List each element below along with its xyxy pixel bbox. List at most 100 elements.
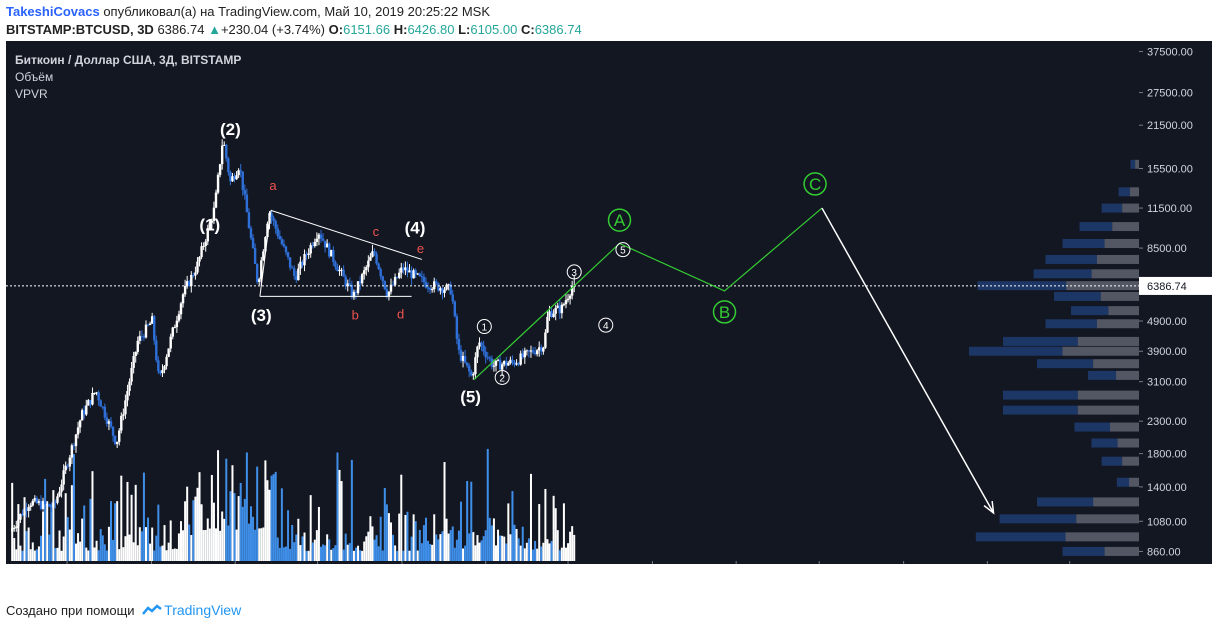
wave-label: (1) bbox=[199, 216, 220, 235]
candle-body bbox=[420, 276, 424, 278]
vpvr-bar-up bbox=[975, 532, 1066, 542]
candle-body bbox=[507, 363, 510, 366]
vpvr-bar-up bbox=[1116, 477, 1130, 487]
candle-body bbox=[138, 335, 142, 341]
volume-bar bbox=[221, 511, 224, 561]
volume-bar bbox=[233, 493, 236, 561]
volume-bar bbox=[410, 536, 413, 561]
candle-body bbox=[391, 284, 395, 286]
candle-body bbox=[270, 213, 273, 218]
vpvr-bar-up bbox=[1003, 336, 1078, 346]
candle-body bbox=[140, 335, 144, 337]
volume-bar bbox=[153, 550, 156, 561]
volume-bar bbox=[198, 472, 201, 561]
legend-vpvr[interactable]: VPVR bbox=[15, 87, 48, 101]
volume-bar bbox=[247, 523, 250, 561]
volume-bar bbox=[217, 450, 220, 561]
candle-body bbox=[56, 496, 59, 503]
volume-bar bbox=[527, 538, 530, 561]
volume-bar bbox=[262, 527, 265, 561]
vpvr-bar-up bbox=[1062, 546, 1105, 556]
price-axis[interactable]: 37500.00 27500.00 21500.00 15500.00 11500.00… bbox=[1139, 41, 1212, 564]
candle-body bbox=[169, 336, 172, 349]
volume-bar bbox=[264, 460, 267, 561]
candle-body bbox=[363, 270, 366, 275]
candle-body bbox=[455, 316, 459, 339]
volume-bar bbox=[548, 543, 551, 561]
volume-bar bbox=[105, 550, 108, 561]
volume-bar bbox=[107, 526, 110, 561]
legend-volume[interactable]: Объём bbox=[15, 70, 54, 84]
candle-body bbox=[237, 170, 240, 176]
author-link[interactable]: TakeshiCovacs bbox=[6, 4, 100, 19]
volume-bar bbox=[546, 539, 549, 561]
candle-body bbox=[525, 350, 529, 352]
volume-bar bbox=[513, 524, 516, 561]
candle-body bbox=[13, 527, 16, 529]
candle-body bbox=[101, 406, 104, 408]
candle-body bbox=[474, 357, 477, 375]
volume-bar bbox=[340, 481, 343, 561]
y-tick-label: 8500.00 bbox=[1147, 243, 1187, 255]
tradingview-brand-link[interactable]: TradingView bbox=[164, 602, 242, 618]
volume-bar bbox=[457, 530, 460, 561]
volume-bar bbox=[573, 534, 576, 561]
volume-bar bbox=[289, 548, 292, 561]
candle-body bbox=[159, 371, 162, 374]
candle-body bbox=[200, 246, 203, 257]
volume-bar bbox=[540, 546, 543, 561]
volume-bar bbox=[101, 535, 104, 561]
candle-body bbox=[465, 362, 469, 366]
volume-bar bbox=[23, 497, 26, 561]
volume-bar bbox=[385, 504, 388, 561]
candle-body bbox=[29, 505, 32, 508]
candle-body bbox=[148, 323, 152, 325]
candle-body bbox=[346, 283, 349, 287]
volume-bar bbox=[214, 528, 217, 561]
candle-body bbox=[398, 272, 401, 278]
volume-bar bbox=[569, 531, 572, 561]
chart-plot-area[interactable]: ABC(1)(2)(3)(4)(5)abcde12345МайСен2018Ма… bbox=[6, 41, 1139, 564]
candle-body bbox=[437, 283, 440, 291]
volume-bar bbox=[179, 521, 182, 561]
chart-canvas[interactable]: ABC(1)(2)(3)(4)(5)abcde12345МайСен2018Ма… bbox=[6, 41, 1139, 564]
candle-body bbox=[62, 470, 65, 485]
candle-body bbox=[558, 305, 562, 314]
volume-bar bbox=[455, 539, 458, 561]
volume-bar bbox=[177, 533, 180, 561]
candle-body bbox=[395, 276, 399, 278]
candle-body bbox=[113, 435, 117, 445]
volume-bar bbox=[210, 474, 213, 561]
vpvr-bar-down bbox=[1096, 254, 1139, 264]
volume-bar bbox=[149, 543, 152, 561]
up-arrow-icon: ▲ bbox=[208, 22, 221, 37]
vpvr-bar-down bbox=[1093, 359, 1139, 369]
candle-body bbox=[550, 311, 553, 317]
candle-body bbox=[128, 381, 131, 392]
volume-bar bbox=[103, 544, 106, 561]
volume-bar bbox=[352, 550, 355, 561]
volume-bar bbox=[488, 517, 491, 561]
candle-body bbox=[447, 284, 450, 286]
minor-wave-circle bbox=[476, 319, 492, 335]
volume-bar bbox=[451, 526, 454, 561]
candle-body bbox=[216, 174, 220, 193]
candle-body bbox=[478, 342, 481, 347]
volume-bar bbox=[175, 548, 178, 561]
candle-body bbox=[76, 427, 80, 435]
candle-body bbox=[64, 465, 67, 471]
volume-bar bbox=[33, 550, 36, 561]
candle-body bbox=[441, 288, 444, 293]
footer-text: Создано при помощи bbox=[6, 603, 135, 618]
candle-body bbox=[484, 351, 487, 358]
legend-instrument[interactable]: Биткоин / Доллар США, 3Д, BITSTAMP bbox=[15, 53, 242, 67]
volume-bar bbox=[95, 540, 98, 561]
vpvr-bar-up bbox=[1088, 370, 1117, 380]
projection-path bbox=[473, 207, 823, 380]
volume-bar bbox=[128, 534, 131, 561]
vpvr-bar-up bbox=[1091, 438, 1118, 448]
candle-body bbox=[130, 367, 133, 382]
volume-bar bbox=[470, 481, 473, 561]
candle-body bbox=[247, 212, 251, 229]
volume-bar bbox=[412, 514, 415, 561]
